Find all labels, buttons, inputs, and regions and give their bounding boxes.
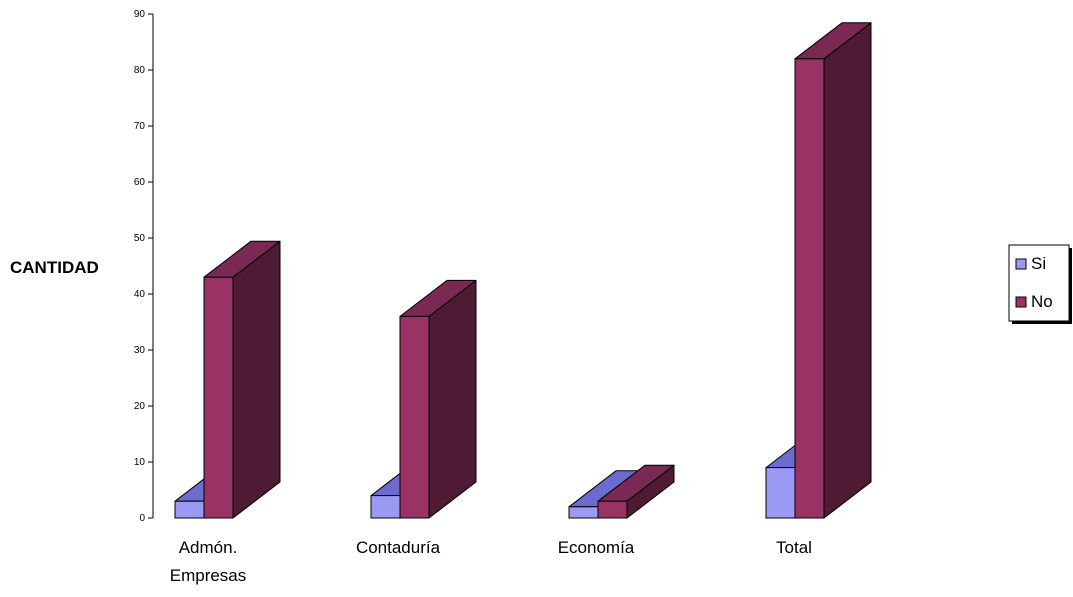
- x-category-label-line: Contaduría: [356, 538, 441, 557]
- bar-no-side: [428, 279, 477, 519]
- bar-no-side: [823, 22, 872, 519]
- bar-no-front: [203, 276, 234, 519]
- bar-no-front: [597, 500, 628, 519]
- x-category-label: Admón. Empresas: [170, 538, 247, 585]
- bar-no-front: [399, 315, 430, 519]
- bar-si-front: [370, 495, 401, 519]
- legend-swatch: [1015, 296, 1027, 308]
- x-category-label-line: Economía: [558, 538, 635, 557]
- y-tick-label: 90: [134, 9, 146, 20]
- bar-si-front: [765, 467, 796, 519]
- x-category-label: Contaduría: [356, 538, 441, 557]
- x-category-label-line: Total: [776, 538, 812, 557]
- y-tick-label: 30: [134, 345, 146, 356]
- bar-no: [399, 279, 477, 519]
- legend-label: Si: [1031, 254, 1046, 273]
- bar-si-front: [174, 500, 205, 519]
- y-tick-label: 70: [134, 121, 146, 132]
- bar-si-front: [568, 506, 599, 519]
- legend-swatch: [1015, 258, 1027, 270]
- bar-no: [794, 22, 872, 519]
- y-axis-title: CANTIDAD: [10, 258, 99, 277]
- legend-label: No: [1031, 292, 1053, 311]
- bar-no: [597, 464, 675, 519]
- y-tick-label: 20: [134, 401, 146, 412]
- x-category-label-line: Admón.: [179, 538, 238, 557]
- y-tick-label: 10: [134, 457, 146, 468]
- bar-no-side: [232, 240, 281, 519]
- axis-layer: 0 10 20 30 40 50 60 70 80 90: [134, 9, 154, 524]
- legend: Si No: [1008, 244, 1072, 324]
- y-tick-label: 40: [134, 289, 146, 300]
- x-category-label: Economía: [558, 538, 635, 557]
- bar-no: [203, 240, 281, 519]
- x-category-label-line: Empresas: [170, 566, 247, 585]
- legend-box: [1008, 244, 1070, 322]
- y-tick-label: 80: [134, 65, 146, 76]
- bar-no-front: [794, 58, 825, 519]
- labels-layer: Admón. Empresas Contaduría Economía Total: [170, 538, 812, 585]
- y-tick-label: 0: [139, 513, 145, 524]
- bars-layer: [174, 22, 872, 519]
- y-tick-label: 60: [134, 177, 146, 188]
- x-category-label: Total: [776, 538, 812, 557]
- y-tick-label: 50: [134, 233, 146, 244]
